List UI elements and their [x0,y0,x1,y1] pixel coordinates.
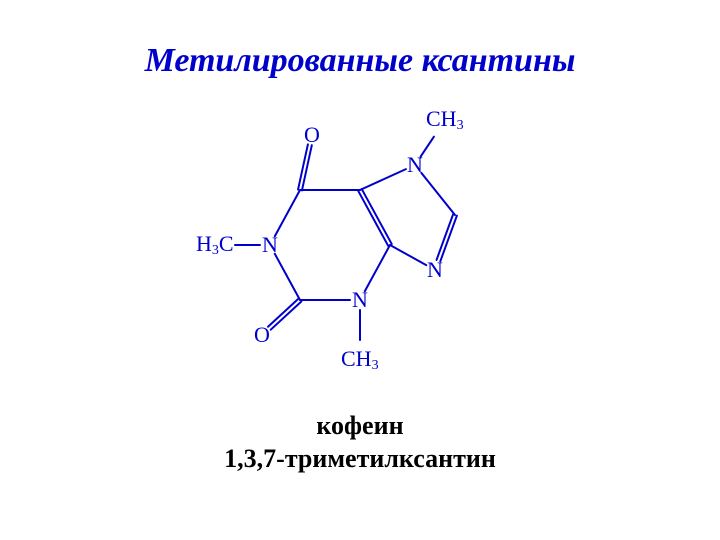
atom-label: N [407,154,423,176]
atom-label: O [304,124,320,146]
caption-line-2: 1,3,7-триметилксантин [224,444,496,473]
atom-label: O [254,324,270,346]
atom-label: CH3 [426,108,464,133]
atom-label: N [262,234,278,256]
atom-label: CH3 [341,348,379,373]
slide: Метилированные ксантины NNNNOOH3CCH3CH3 … [0,0,720,540]
atom-label: H3C [196,233,234,258]
structure-caption: кофеин 1,3,7-триметилксантин [0,410,720,475]
atom-label: N [427,259,443,281]
caption-line-1: кофеин [316,411,403,440]
caffeine-structure: NNNNOOH3CCH3CH3 [210,135,510,395]
atom-label: N [352,289,368,311]
slide-title: Метилированные ксантины [0,42,720,80]
